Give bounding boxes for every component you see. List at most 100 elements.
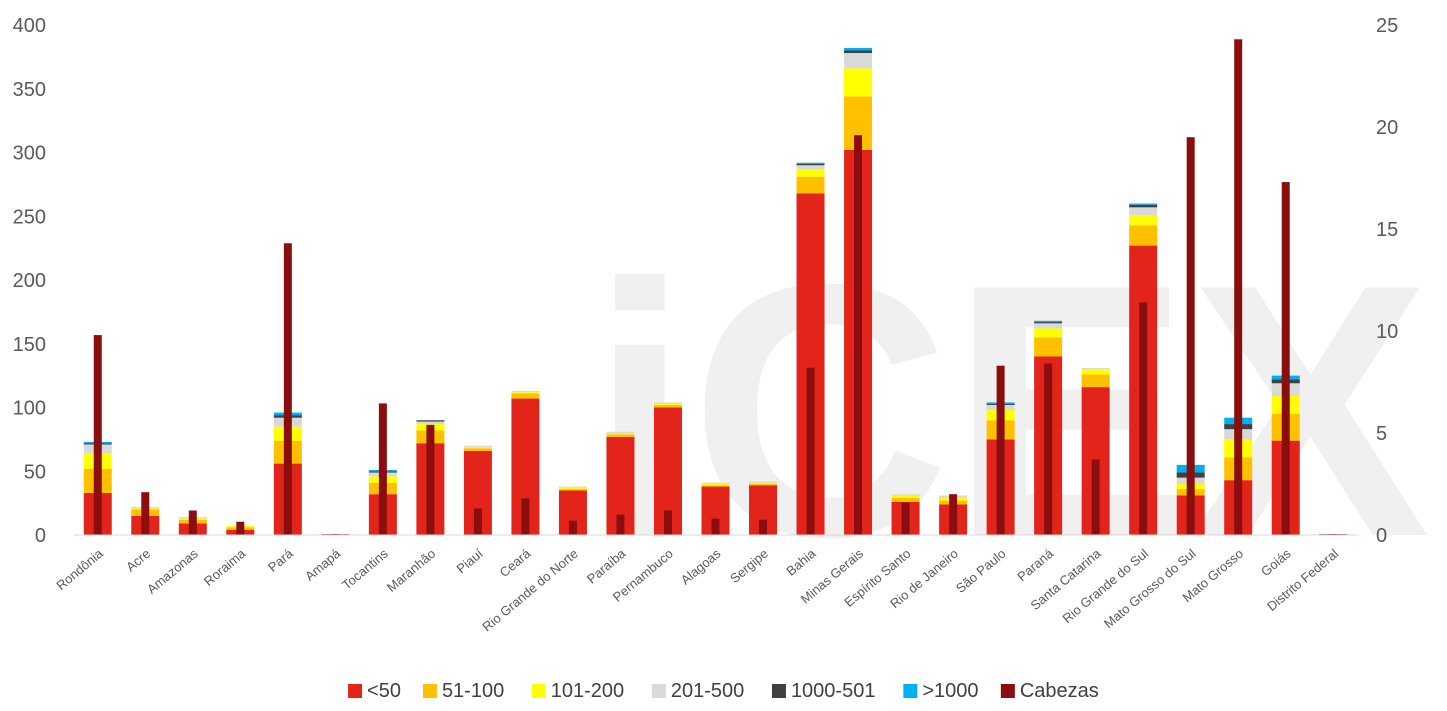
y-tick-label: 250 [13, 206, 46, 228]
cabezas-bar [521, 498, 530, 535]
legend-label: 51-100 [442, 680, 504, 702]
cabezas-bar [378, 403, 387, 535]
bar-segment [701, 485, 730, 487]
y-tick-label: 300 [13, 143, 46, 165]
cabezas-bar [93, 335, 102, 535]
x-tick-label: Amapá [302, 545, 344, 583]
cabezas-bar [1329, 533, 1338, 535]
y-tick-label: 0 [35, 525, 46, 547]
bar-segment [1081, 374, 1110, 388]
bar-segment [606, 433, 635, 435]
cabezas-bar [854, 135, 863, 535]
bar-segment [1129, 204, 1158, 208]
bar-segment [701, 482, 730, 484]
bar-segment [1081, 369, 1110, 375]
bar-segment [463, 445, 492, 448]
cabezas-bar [1234, 39, 1243, 535]
x-tick-label: Piauí [453, 546, 486, 577]
bar-segment [891, 494, 920, 496]
y-tick-label: 400 [13, 15, 46, 37]
x-tick-label: Roraima [201, 545, 249, 589]
legend-label: <50 [367, 680, 401, 702]
bar-segment [1034, 322, 1063, 324]
bar-segment [844, 47, 873, 51]
legend-swatch [1000, 684, 1015, 698]
bar-segment [796, 162, 825, 164]
x-tick-label: Tocantins [339, 545, 391, 592]
bar-segment [891, 498, 920, 502]
x-tick-label: Pará [265, 545, 296, 575]
bar-segment [653, 402, 682, 404]
bar-segment [416, 420, 445, 422]
bar-segment [796, 163, 825, 166]
y-tick-label: 100 [13, 398, 46, 420]
bar-segment [844, 53, 873, 69]
x-tick-label: Rondônia [53, 545, 106, 593]
cabezas-bar [806, 367, 815, 535]
bar-segment [606, 434, 635, 437]
legend-label: 201-500 [671, 680, 744, 702]
bar-segment [749, 484, 778, 486]
legend-label: 1000-501 [791, 680, 876, 702]
bar-segment [463, 447, 492, 449]
cabezas-bar [331, 533, 340, 535]
bar-segment [558, 489, 587, 491]
cabezas-bars [93, 39, 1338, 535]
y-tick-label: 200 [13, 270, 46, 292]
cabezas-bar [711, 518, 720, 535]
left-y-axis: 0 50 100 150 200 250 300 350 400 [13, 15, 46, 547]
cabezas-bar [1186, 137, 1195, 535]
cabezas-bar [663, 510, 672, 535]
cabezas-bar [141, 492, 150, 535]
legend-swatch [651, 684, 666, 698]
legend-swatch [771, 684, 786, 698]
right-y-axis: 0 5 10 15 20 25 [1376, 15, 1398, 547]
legend-label: 101-200 [551, 680, 624, 702]
bar-segment [558, 486, 587, 488]
bar-segment [463, 448, 492, 451]
bar-segment [511, 393, 540, 399]
bar-segment [891, 495, 920, 499]
y2-tick-label: 10 [1376, 321, 1398, 343]
y2-tick-label: 5 [1376, 423, 1387, 445]
bar-segment [653, 404, 682, 408]
bar-segment [796, 165, 825, 170]
bar-segment [1129, 225, 1158, 246]
bar-segment [796, 169, 825, 177]
bar-segment [844, 50, 873, 54]
bar-segment [653, 403, 682, 405]
bar-segment [749, 482, 778, 484]
legend-label: Cabezas [1020, 680, 1099, 702]
bar-segment [1081, 367, 1110, 370]
legend: <50 51-100 101-200 201-500 1000-501 >1000 Cabe… [348, 680, 1099, 702]
legend-swatch [422, 684, 437, 698]
cabezas-bar [1281, 182, 1290, 535]
y-tick-label: 150 [13, 334, 46, 356]
y2-tick-label: 15 [1376, 219, 1398, 241]
x-tick-label: Acre [123, 546, 153, 575]
legend-swatch [531, 684, 546, 698]
cabezas-bar [283, 243, 292, 535]
cabezas-bar [949, 494, 958, 535]
bar-segment [1034, 323, 1063, 329]
legend-label: >1000 [922, 680, 978, 702]
bar-segment [749, 481, 778, 483]
bar-segment [511, 390, 540, 393]
cabezas-bar [901, 502, 910, 535]
cabezas-bar [1091, 459, 1100, 535]
cabezas-bar [759, 519, 768, 535]
cabezas-bar [188, 510, 197, 535]
bar-segment [844, 68, 873, 97]
cabezas-bar [426, 424, 435, 535]
cabezas-bar [616, 514, 625, 535]
x-tick-label: Amazonas [144, 545, 201, 596]
cabezas-bar [473, 508, 482, 535]
y2-tick-label: 20 [1376, 117, 1398, 139]
cabezas-bar [568, 520, 577, 535]
bar-segment [1129, 203, 1158, 205]
bar-segment [1034, 328, 1063, 338]
bar-segment [511, 392, 540, 394]
bar-segment [558, 487, 587, 490]
legend-swatch [903, 684, 918, 698]
